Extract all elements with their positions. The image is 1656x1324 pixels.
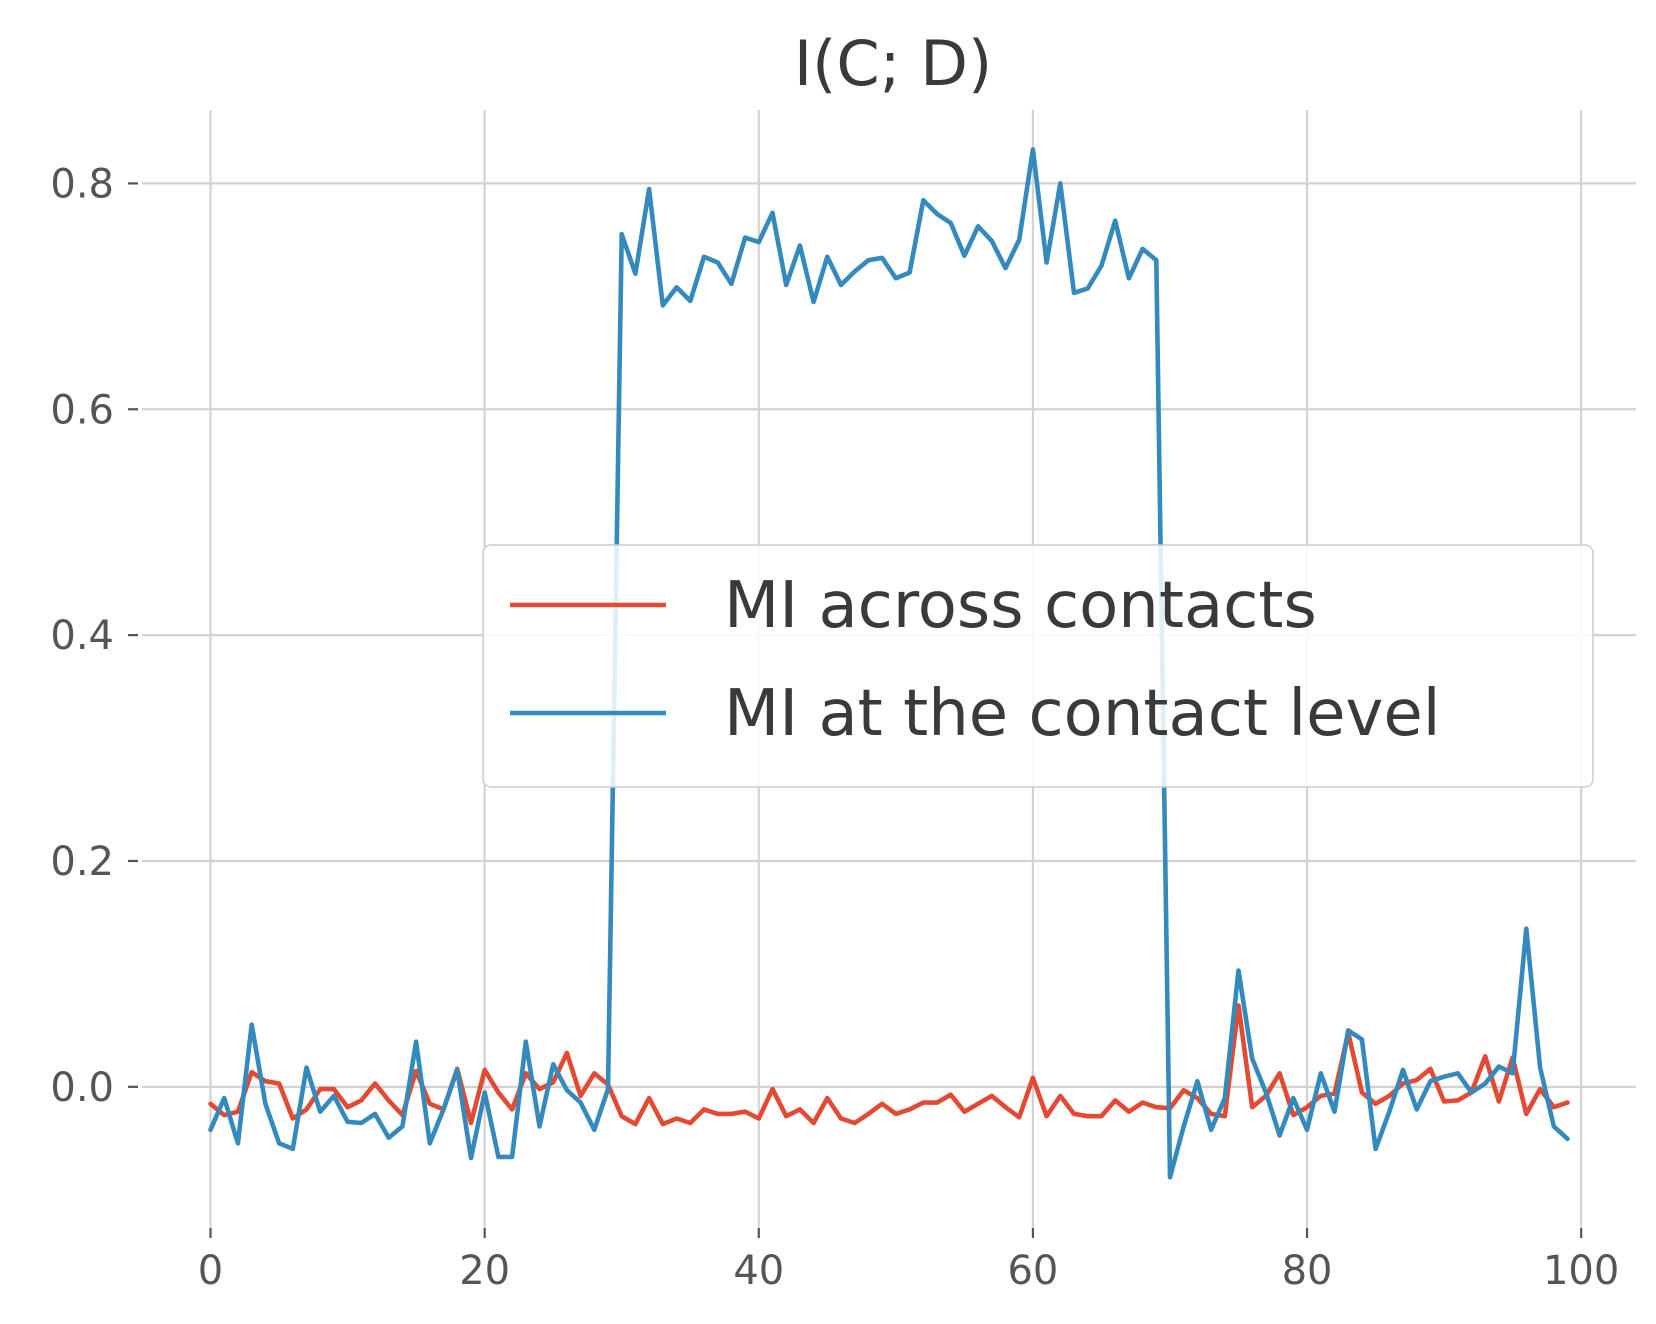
- x-tick-label: 100: [1543, 1248, 1619, 1294]
- legend: MI across contacts MI at the contact leve…: [482, 544, 1594, 788]
- axes: 0 20 40 60 80 100 0.0 0.2 0.4 0.6 0.8: [50, 161, 1619, 1294]
- chart-title: I(C; D): [794, 27, 992, 100]
- y-tick-label: 0.0: [50, 1065, 114, 1111]
- legend-label: MI across contacts: [724, 569, 1317, 643]
- x-tick-label: 40: [733, 1248, 784, 1294]
- legend-box: [482, 544, 1594, 788]
- series-group: [208, 147, 1570, 1180]
- x-tick-label: 0: [198, 1248, 223, 1294]
- y-tick-label: 0.4: [50, 613, 114, 659]
- x-tick-label: 20: [459, 1248, 510, 1294]
- y-tick-label: 0.2: [50, 839, 114, 885]
- y-tick-label: 0.8: [50, 161, 114, 207]
- series-line-2: [208, 147, 1570, 1180]
- x-tick-label: 60: [1007, 1248, 1058, 1294]
- x-tick-label: 80: [1282, 1248, 1333, 1294]
- legend-label: MI at the contact level: [724, 677, 1441, 751]
- y-tick-label: 0.6: [50, 387, 114, 433]
